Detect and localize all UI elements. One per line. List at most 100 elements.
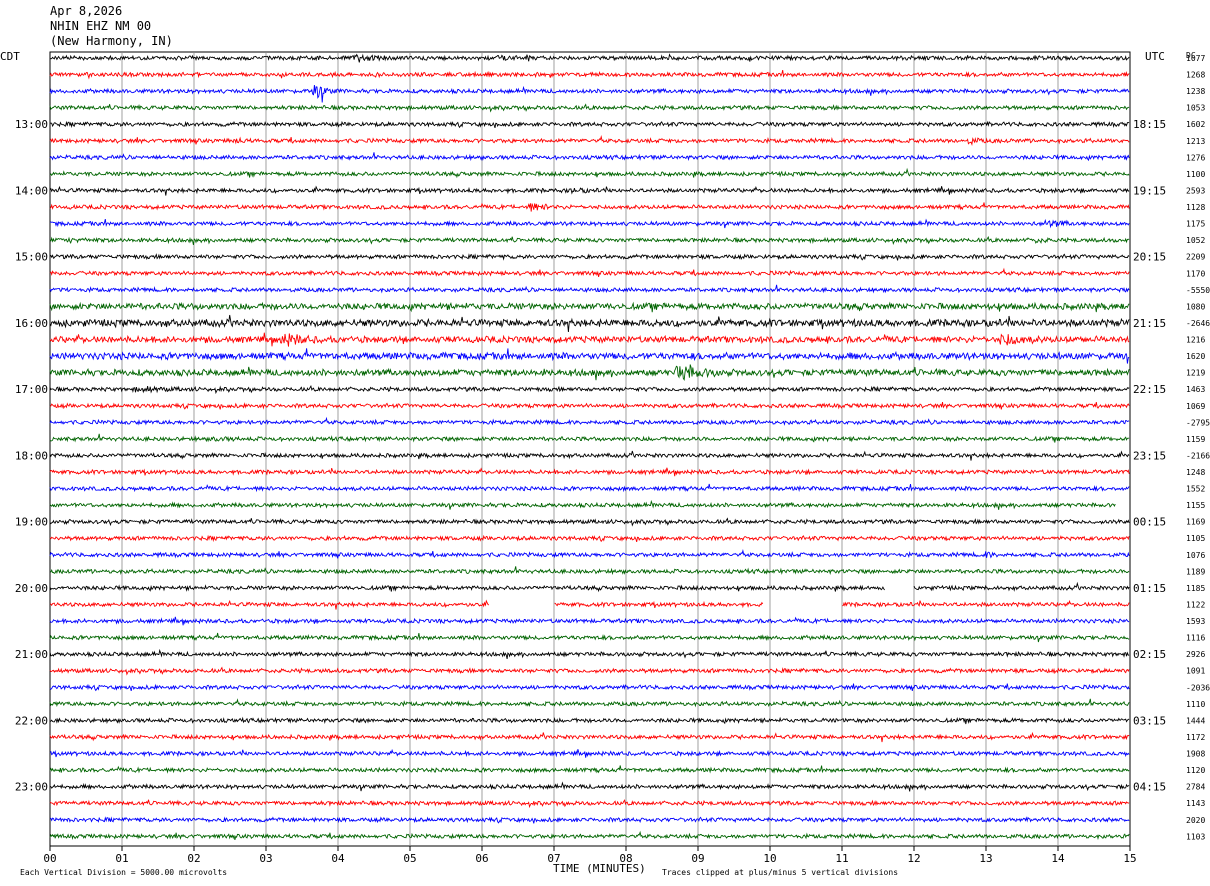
x-tick-label: 13	[979, 852, 992, 865]
trace-line	[49, 167, 1130, 179]
x-tick-label: 06	[475, 852, 488, 865]
trace-line	[49, 416, 1130, 426]
footer-clip-note: Traces clipped at plus/minus 5 vertical …	[662, 868, 899, 877]
dc-offset-label: -5550	[1186, 286, 1210, 295]
trace-line	[49, 716, 1130, 725]
trace-line	[49, 632, 1130, 643]
trace-line	[49, 781, 1130, 792]
dc-offset-label: 1463	[1186, 385, 1205, 394]
right-timezone-label: UTC	[1145, 50, 1165, 63]
trace-line	[49, 135, 1130, 146]
trace-line	[49, 549, 1130, 559]
trace-line	[49, 202, 1130, 212]
x-axis-title: TIME (MINUTES)	[553, 862, 646, 875]
dc-offset-label: 1268	[1186, 71, 1205, 80]
dc-offset-label: 2020	[1186, 816, 1205, 825]
x-tick-label: 02	[187, 852, 200, 865]
dc-offset-label: -2036	[1186, 683, 1210, 692]
dc-column-header: DC	[1186, 51, 1196, 60]
trace-line	[49, 402, 1130, 410]
left-hour-label: 22:00	[15, 714, 48, 727]
dc-offset-label: 1159	[1186, 435, 1205, 444]
dc-offset-label: 1128	[1186, 203, 1205, 212]
dc-offset-label: 1216	[1186, 336, 1205, 345]
dc-offset-label: 2926	[1186, 650, 1205, 659]
trace-line	[49, 698, 1130, 708]
trace-line	[49, 385, 1130, 395]
trace-line	[49, 483, 1130, 493]
dc-offset-label: 1185	[1186, 584, 1205, 593]
trace-line	[49, 284, 1130, 294]
x-tick-label: 15	[1123, 852, 1136, 865]
left-hour-label: 18:00	[15, 449, 48, 462]
dc-offset-label: 1219	[1186, 369, 1205, 378]
trace-line	[49, 450, 1130, 461]
station-location: (New Harmony, IN)	[50, 34, 173, 48]
left-hour-label: 16:00	[15, 317, 48, 330]
dc-offset-label: 1169	[1186, 518, 1205, 527]
trace-line	[49, 534, 1130, 543]
trace-line	[49, 616, 1130, 626]
trace-line	[49, 581, 1130, 593]
right-hour-label: 00:15	[1133, 516, 1166, 529]
dc-offset-label: 1908	[1186, 750, 1205, 759]
right-hour-label: 20:15	[1133, 251, 1166, 264]
dc-offset-label: 1143	[1186, 799, 1205, 808]
right-hour-label: 18:15	[1133, 118, 1166, 131]
trace-line	[49, 433, 1130, 443]
trace-line	[49, 314, 1130, 333]
dc-offset-label: 1091	[1186, 667, 1205, 676]
dc-offset-label: -2166	[1186, 451, 1210, 460]
dc-offset-label: 1116	[1186, 634, 1205, 643]
dc-offset-label: 1077	[1186, 54, 1205, 63]
right-hour-label: 02:15	[1133, 648, 1166, 661]
dc-offset-label: 1248	[1186, 468, 1205, 477]
dc-offset-label: 1122	[1186, 600, 1205, 609]
dc-offset-label: 2209	[1186, 253, 1205, 262]
trace-line	[49, 235, 1130, 246]
dc-offset-label: 1189	[1186, 567, 1205, 576]
trace-line	[49, 830, 1130, 841]
dc-offset-label: 1276	[1186, 153, 1205, 162]
x-tick-label: 14	[1051, 852, 1065, 865]
dc-offset-label: 1100	[1186, 170, 1205, 179]
right-hour-label: 19:15	[1133, 184, 1166, 197]
right-hour-label: 01:15	[1133, 582, 1166, 595]
left-hour-label: 21:00	[15, 648, 48, 661]
x-tick-label: 10	[763, 852, 776, 865]
trace-line	[49, 648, 1130, 659]
x-tick-label: 01	[115, 852, 128, 865]
dc-offset-label: 1080	[1186, 302, 1205, 311]
trace-line	[49, 467, 1130, 477]
dc-offset-label: -2795	[1186, 418, 1210, 427]
dc-offset-label: 1602	[1186, 120, 1205, 129]
trace-line	[49, 152, 1130, 162]
trace-line	[49, 364, 1130, 382]
right-hour-label: 21:15	[1133, 317, 1166, 330]
dc-offset-label: 1120	[1186, 766, 1205, 775]
left-hour-label: 14:00	[15, 184, 48, 197]
trace-line	[49, 69, 1130, 80]
dc-offset-label: 2784	[1186, 783, 1205, 792]
dc-offset-label: 1444	[1186, 716, 1205, 725]
dc-offset-label: 1238	[1186, 87, 1205, 96]
dc-offset-label: 1213	[1186, 137, 1205, 146]
trace-line	[49, 731, 1130, 743]
x-tick-label: 12	[907, 852, 920, 865]
dc-offset-label: -2646	[1186, 319, 1210, 328]
trace-line	[49, 748, 1130, 758]
trace-line	[49, 267, 1130, 278]
trace-line	[49, 185, 1130, 196]
dc-offset-label: 1593	[1186, 617, 1205, 626]
dc-offset-label: 1552	[1186, 485, 1205, 494]
trace-line	[49, 348, 1130, 364]
plot-date: Apr 8,2026	[50, 4, 123, 18]
dc-offset-label: 1170	[1186, 269, 1205, 278]
trace-line	[49, 683, 1130, 692]
left-timezone-label: CDT	[0, 50, 20, 63]
trace-line	[49, 816, 1130, 824]
x-tick-label: 08	[619, 852, 632, 865]
trace-line	[49, 120, 1130, 129]
dc-offset-label: 1053	[1186, 104, 1205, 113]
